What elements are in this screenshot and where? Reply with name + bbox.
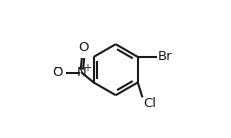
Text: −: − — [54, 63, 62, 73]
Text: Cl: Cl — [143, 97, 155, 110]
Text: O: O — [52, 66, 63, 79]
Text: +: + — [82, 63, 90, 73]
Text: O: O — [77, 41, 88, 54]
Text: Br: Br — [157, 50, 171, 63]
Text: N: N — [77, 66, 86, 79]
